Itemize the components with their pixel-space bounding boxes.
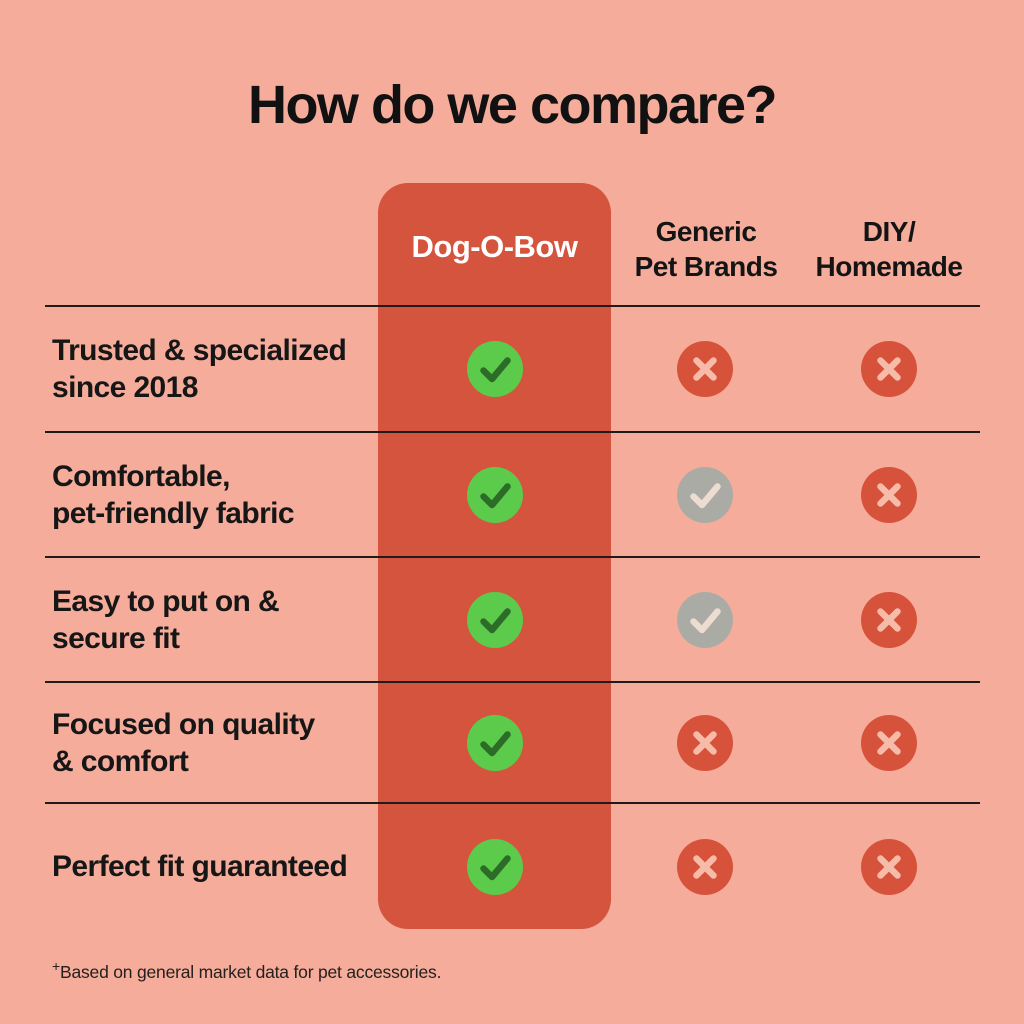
red-cross-icon xyxy=(611,838,798,895)
row-label: Focused on quality & comfort xyxy=(52,707,315,778)
red-cross-icon xyxy=(798,838,980,895)
footnote-text: Based on general market data for pet acc… xyxy=(59,961,442,982)
green-check-icon xyxy=(378,714,611,771)
footnote: +Based on general market data for pet ac… xyxy=(52,958,441,983)
red-cross-icon xyxy=(798,466,980,523)
red-cross-icon xyxy=(798,591,980,648)
table-row: Trusted & specialized since 2018 xyxy=(45,305,980,431)
gray-check-icon xyxy=(611,591,798,648)
red-cross-icon xyxy=(611,341,798,397)
red-cross-icon xyxy=(798,341,980,397)
page-title: How do we compare? xyxy=(247,75,778,135)
red-cross-icon xyxy=(798,714,980,771)
column-header-generic-pet-brands: Generic Pet Brands xyxy=(634,216,778,282)
table-row: Easy to put on & secure fit xyxy=(45,556,980,681)
column-header-diy-homemade: DIY/ Homemade xyxy=(815,216,963,282)
table-row: Comfortable, pet-friendly fabric xyxy=(45,431,980,556)
table-row: Focused on quality & comfort xyxy=(45,681,980,802)
comparison-table: Trusted & specialized since 2018 Comforta… xyxy=(45,305,980,929)
gray-check-icon xyxy=(611,466,798,523)
green-check-icon xyxy=(378,591,611,648)
column-header-dog-o-bow: Dog-O-Bow xyxy=(411,229,578,264)
green-check-icon xyxy=(378,466,611,523)
footnote-dagger: + xyxy=(52,958,60,974)
row-label: Trusted & specialized since 2018 xyxy=(52,334,347,404)
green-check-icon xyxy=(378,341,611,397)
row-label: Perfect fit guaranteed xyxy=(52,850,348,883)
row-label: Easy to put on & secure fit xyxy=(52,584,280,655)
green-check-icon xyxy=(378,838,611,895)
table-row: Perfect fit guaranteed xyxy=(45,802,980,929)
row-label: Comfortable, pet-friendly fabric xyxy=(52,459,295,530)
red-cross-icon xyxy=(611,714,798,771)
